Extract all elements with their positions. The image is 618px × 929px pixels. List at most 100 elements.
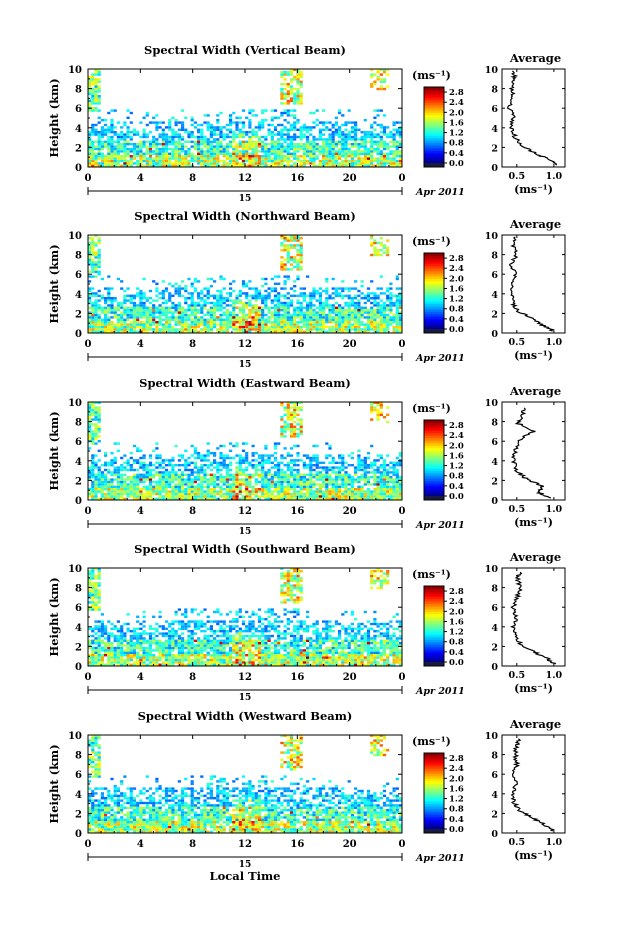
colorbar-cell: [424, 473, 444, 477]
colorbar-tick-label: 0.8: [449, 805, 464, 815]
x-tick-label: 4: [137, 339, 144, 350]
colorbar-cell: [424, 641, 444, 645]
colorbar-cell: [424, 125, 444, 129]
colorbar-cell: [424, 303, 444, 307]
y-tick-label: 6: [75, 770, 82, 781]
colorbar-cell: [424, 253, 444, 257]
colorbar-cell: [424, 316, 444, 320]
colorbar-tick-label: 0.4: [449, 815, 464, 825]
panel-2: Spectral Width (Eastward Beam) Height (km…: [47, 376, 566, 537]
average-title: Average: [509, 51, 561, 65]
colorbar-cell: [424, 618, 444, 622]
colorbar-frame: [423, 585, 445, 667]
colorbar-cell: [424, 288, 444, 292]
colorbar-cell: [424, 301, 444, 305]
y-tick-label: 0: [75, 662, 82, 673]
y-tick-label: 10: [68, 65, 82, 76]
colorbar-tick-label: 2.8: [449, 88, 464, 98]
average-x-tick-label: 1.0: [546, 171, 563, 182]
colorbar-cell: [424, 152, 444, 156]
colorbar-cell: [424, 775, 444, 779]
average-y-tick-label: 4: [491, 124, 498, 135]
colorbar-tick-label: 1.2: [449, 295, 464, 305]
colorbar-tick-label: 2.8: [449, 587, 464, 597]
average-y-tick-label: 0: [491, 496, 498, 507]
x-tick-label: 8: [189, 173, 196, 184]
colorbar-cell: [424, 104, 444, 108]
average-y-tick-label: 10: [485, 65, 499, 76]
average-y-tick-label: 2: [491, 809, 498, 820]
colorbar-frame: [423, 86, 445, 168]
average-x-label: (ms⁻¹): [514, 349, 553, 362]
average-y-tick-label: 8: [491, 751, 498, 762]
colorbar-cell: [424, 87, 444, 91]
colorbar-cell: [424, 291, 444, 295]
average-y-tick-label: 8: [491, 251, 498, 262]
colorbar-cell: [424, 626, 444, 630]
colorbar-cell: [424, 296, 444, 300]
average-y-tick-label: 4: [491, 290, 498, 301]
colorbar-cell: [424, 803, 444, 807]
colorbar-cell: [424, 821, 444, 825]
x-tick-label: 12: [238, 839, 252, 850]
colorbar-tick-label: 0.0: [449, 159, 464, 169]
colorbar-tick-label: 2.4: [449, 98, 464, 108]
colorbar-cell: [424, 488, 444, 492]
colorbar-tick-label: 0.4: [449, 149, 464, 159]
colorbar-cell: [424, 283, 444, 287]
date-label: Apr 2011: [415, 187, 465, 198]
average-x-tick-label: 0.5: [509, 837, 526, 848]
colorbar-under: [424, 496, 444, 500]
x-tick-label: 20: [343, 173, 357, 184]
colorbar-cell: [424, 478, 444, 482]
colorbar-cell: [424, 258, 444, 262]
y-tick-label: 4: [75, 290, 82, 301]
colorbar-cell: [424, 796, 444, 800]
x-tick-label: 4: [137, 839, 144, 850]
colorbar-cell: [424, 318, 444, 322]
colorbar-cell: [424, 621, 444, 625]
colorbar-cell: [424, 425, 444, 429]
heatmap-cells: [88, 567, 403, 666]
colorbar-tick-label: 1.6: [449, 784, 464, 794]
average-profile-line: [510, 738, 556, 832]
colorbar-cell: [424, 157, 444, 161]
y-tick-label: 0: [75, 163, 82, 174]
colorbar-cell: [424, 94, 444, 98]
y-tick-label: 8: [75, 751, 82, 762]
average-title: Average: [509, 384, 561, 398]
date-label: Apr 2011: [415, 353, 465, 364]
colorbar-cell: [424, 130, 444, 134]
colorbar-cell: [424, 483, 444, 487]
colorbar-cell: [424, 293, 444, 297]
x-tick-label: 12: [238, 506, 252, 517]
x-axis-label: Local Time: [210, 869, 281, 883]
x-tick-label: 0: [85, 173, 92, 184]
date-label: Apr 2011: [415, 520, 465, 531]
average-y-tick-label: 2: [491, 309, 498, 320]
average-profile-line: [507, 70, 558, 166]
colorbar-tick-label: 2.8: [449, 421, 464, 431]
colorbar-cell: [424, 591, 444, 595]
colorbar-cell: [424, 140, 444, 144]
x-tick-label: 0: [85, 506, 92, 517]
y-tick-label: 0: [75, 829, 82, 840]
colorbar-cell: [424, 268, 444, 272]
x-tick-label: 16: [290, 672, 304, 683]
average-y-tick-label: 10: [485, 731, 499, 742]
colorbar-cell: [424, 135, 444, 139]
y-tick-label: 10: [68, 564, 82, 575]
y-tick-label: 2: [75, 809, 82, 820]
average-y-tick-label: 6: [491, 603, 498, 614]
average-x-tick-label: 0.5: [509, 337, 526, 348]
average-y-tick-label: 8: [491, 85, 498, 96]
colorbar-tick-label: 1.6: [449, 451, 464, 461]
colorbar-cell: [424, 616, 444, 620]
colorbar-cell: [424, 639, 444, 643]
day-label: 15: [239, 360, 252, 370]
colorbar-cell: [424, 806, 444, 810]
colorbar-cell: [424, 586, 444, 590]
colorbar-cell: [424, 649, 444, 653]
colorbar-cell: [424, 122, 444, 126]
